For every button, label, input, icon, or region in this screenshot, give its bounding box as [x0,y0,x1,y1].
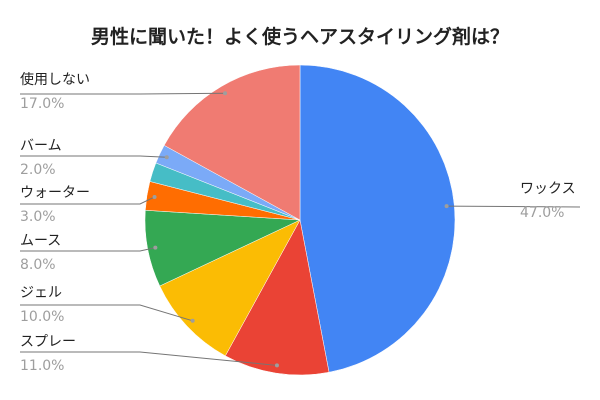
chart-title: 男性に聞いた！よく使うヘアスタイリング剤は？ [91,25,509,48]
slice-value-label: 47.0% [520,205,564,221]
pie-slice [224,219,330,376]
leader-dot [164,155,169,160]
leader-line [20,155,167,158]
leader-dot [444,204,449,209]
slice-label: ウォーター [20,185,90,201]
slice-label: ムース [20,233,61,249]
slice-value-label: 17.0% [20,96,64,112]
leader-dot [274,363,279,368]
slice-label: ワックス [520,181,576,197]
leader-line [20,92,226,95]
leader-dot [153,245,158,250]
pie-slice [299,64,456,373]
leader-dot [223,91,228,96]
leader-dot [152,194,157,199]
leader-line [446,205,581,208]
slice-value-label: 10.0% [20,309,64,325]
slice-label: 使用しない [20,71,90,88]
slice-value-label: 3.0% [20,209,56,225]
slice-label: スプレー [20,334,76,350]
leader-line [20,247,156,252]
slice-value-label: 2.0% [20,162,56,178]
pie-slice [163,64,301,221]
leader-line [20,196,155,205]
leader-line [20,304,193,322]
pie-slice [159,219,301,357]
slice-value-label: 11.0% [20,358,64,374]
leader-dot [190,318,195,323]
leader-line [20,351,278,366]
slice-value-label: 8.0% [20,257,56,273]
slice-label: バーム [20,138,62,154]
slice-label: ジェル [20,285,62,301]
